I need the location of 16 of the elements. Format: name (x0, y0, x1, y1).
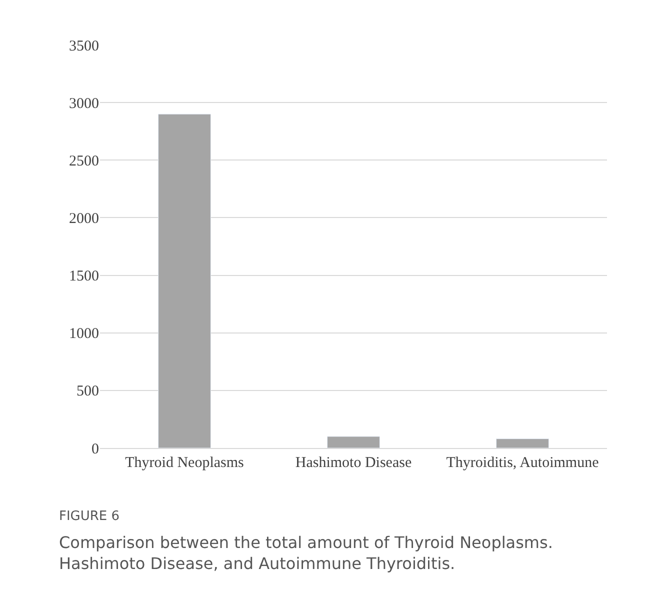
y-tick-label: 2500 (69, 153, 99, 170)
x-tick-label: Thyroid Neoplasms (125, 455, 244, 471)
bar (327, 436, 380, 448)
y-tick-label: 3500 (69, 38, 99, 54)
caption: FIGURE 6 (59, 509, 120, 524)
y-tick-label: 0 (92, 441, 99, 458)
x-tick-label: Hashimoto Disease (295, 455, 412, 471)
y-tick-label: 1000 (69, 326, 99, 342)
bar (158, 114, 211, 448)
x-tick-label: Thyroiditis, Autoimmune (446, 455, 600, 471)
bar (496, 438, 549, 448)
text: Comparison between the total amount of Thyroid Neoplasms. Hashimoto Disease, and Autoimmune Thyroiditis. (59, 533, 553, 573)
y-tick-label: 1500 (69, 268, 99, 285)
y-tick-label: 2000 (69, 210, 99, 227)
y-tick-label: 500 (76, 384, 99, 400)
y-tick-label: 3000 (69, 96, 99, 112)
